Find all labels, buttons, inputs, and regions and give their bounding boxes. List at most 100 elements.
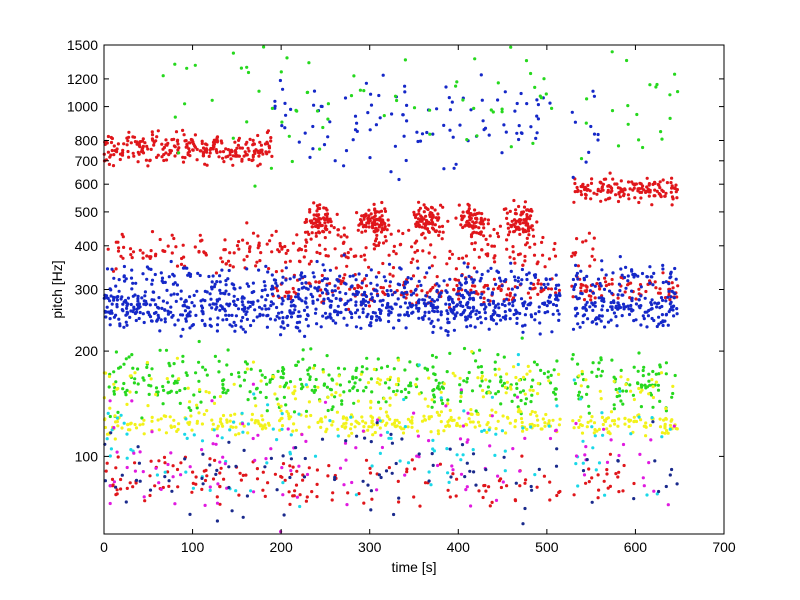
scatter-point-blue <box>404 326 408 330</box>
scatter-point-magenta <box>672 424 676 428</box>
scatter-point-blue <box>369 315 373 319</box>
scatter-point-red <box>521 263 525 267</box>
scatter-point-green <box>136 382 140 386</box>
scatter-point-yellow <box>453 374 457 378</box>
scatter-point-blue <box>475 309 479 313</box>
scatter-point-blue <box>359 303 363 307</box>
scatter-point-green <box>187 406 191 410</box>
scatter-point-red <box>236 143 240 147</box>
scatter-point-blue <box>215 323 220 327</box>
scatter-point-yellow <box>211 422 215 426</box>
scatter-point-green <box>238 384 242 388</box>
scatter-point-blue <box>414 303 418 307</box>
plot-area-frame <box>103 44 725 535</box>
scatter-point-green <box>542 77 546 81</box>
scatter-point-blue <box>504 130 508 134</box>
scatter-point-red <box>201 154 205 158</box>
scatter-point-darkblue <box>585 458 589 462</box>
scatter-point-cyan <box>594 468 598 472</box>
scatter-point-cyan <box>459 458 463 462</box>
scatter-point-blue <box>200 304 204 308</box>
scatter-point-blue <box>599 284 603 288</box>
scatter-point-green <box>197 339 201 344</box>
scatter-point-yellow <box>273 392 277 396</box>
scatter-point-cyan <box>480 429 484 433</box>
scatter-point-red <box>472 247 477 252</box>
scatter-point-green <box>470 389 475 393</box>
scatter-point-blue <box>545 304 549 308</box>
scatter-point-red <box>455 283 459 288</box>
scatter-point-red <box>626 193 631 197</box>
scatter-point-red <box>375 218 379 222</box>
scatter-point-green <box>231 51 235 55</box>
scatter-point-blue <box>548 293 552 297</box>
scatter-point-red <box>413 241 417 245</box>
scatter-point-yellow <box>369 406 373 410</box>
scatter-point-green <box>263 375 267 380</box>
scatter-point-blue <box>538 332 542 336</box>
scatter-point-blue <box>491 299 496 303</box>
scatter-point-green <box>306 368 310 372</box>
scatter-point-blue <box>348 274 352 278</box>
scatter-point-green <box>403 387 407 391</box>
scatter-point-red <box>614 193 618 197</box>
scatter-point-red <box>184 145 188 149</box>
scatter-point-magenta <box>108 399 112 403</box>
scatter-point-blue <box>513 293 517 297</box>
scatter-point-darkblue <box>288 475 292 480</box>
scatter-point-blue <box>118 322 122 326</box>
scatter-point-green <box>175 390 179 394</box>
scatter-point-red <box>589 181 594 185</box>
scatter-point-blue <box>302 285 306 289</box>
scatter-point-blue <box>446 311 450 316</box>
scatter-point-red <box>606 197 610 201</box>
scatter-point-red <box>336 233 340 237</box>
scatter-point-blue <box>593 284 597 288</box>
scatter-point-green <box>314 377 318 382</box>
scatter-point-blue <box>471 309 475 313</box>
scatter-point-blue <box>427 301 431 305</box>
scatter-point-red <box>270 250 274 254</box>
scatter-point-yellow <box>663 426 667 430</box>
scatter-point-red <box>616 199 621 204</box>
scatter-point-blue <box>109 294 113 298</box>
scatter-point-green <box>500 107 504 111</box>
scatter-point-red <box>541 253 545 257</box>
scatter-point-red <box>112 144 116 148</box>
scatter-point-magenta <box>494 498 499 502</box>
scatter-point-blue <box>354 325 358 329</box>
scatter-point-green <box>353 381 357 385</box>
scatter-point-blue <box>517 137 521 142</box>
scatter-point-red <box>298 493 302 497</box>
scatter-point-red <box>255 260 259 264</box>
scatter-point-magenta <box>444 404 448 408</box>
scatter-point-green <box>462 379 466 383</box>
scatter-point-blue <box>667 310 671 314</box>
scatter-point-blue <box>260 295 264 299</box>
scatter-point-blue <box>203 322 207 326</box>
scatter-point-blue <box>208 317 212 321</box>
scatter-point-red <box>285 291 289 295</box>
scatter-point-cyan <box>240 411 244 415</box>
scatter-point-red <box>524 478 528 482</box>
scatter-point-blue <box>660 304 664 309</box>
scatter-point-yellow <box>397 379 401 383</box>
scatter-point-red <box>218 471 222 475</box>
scatter-point-blue <box>587 150 591 154</box>
scatter-point-blue <box>376 294 380 298</box>
scatter-point-blue <box>425 271 429 275</box>
scatter-point-blue <box>117 317 121 321</box>
scatter-point-green <box>224 391 228 395</box>
scatter-point-yellow <box>523 392 527 396</box>
scatter-point-blue <box>209 297 213 301</box>
scatter-point-blue <box>130 287 134 291</box>
scatter-point-green <box>577 390 582 394</box>
scatter-point-green <box>580 372 584 376</box>
scatter-point-red <box>481 495 485 500</box>
scatter-point-red <box>660 188 664 192</box>
scatter-point-blue <box>175 283 179 287</box>
scatter-point-red <box>138 140 142 144</box>
scatter-point-red <box>412 495 416 499</box>
scatter-point-yellow <box>593 428 597 432</box>
scatter-point-red <box>572 493 576 497</box>
